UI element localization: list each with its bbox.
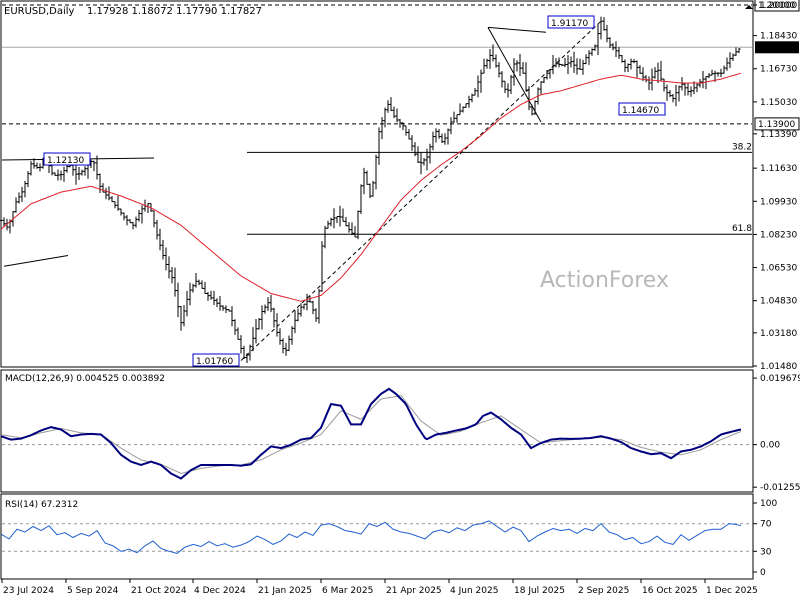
trendline xyxy=(487,26,547,33)
price-annotation-label: 1.91170 xyxy=(551,19,588,29)
price-tick-label: 1.01480 xyxy=(760,362,797,372)
fib-label: 38.2 xyxy=(732,142,752,152)
ohlc-label: 1.17928 1.18072 1.17790 1.17827 xyxy=(87,6,262,17)
price-tick-label: 1.18430 xyxy=(760,32,797,42)
price-annotation-box xyxy=(618,102,666,116)
x-tick-label: 16 Oct 2025 xyxy=(642,586,698,596)
trendline xyxy=(3,254,69,267)
price-tick-label: 1.03180 xyxy=(760,329,797,339)
price-tick-label: 1.11630 xyxy=(760,164,797,174)
rsi-tick-label: 0 xyxy=(760,568,766,578)
macd-signal-line xyxy=(0,395,742,475)
price-annotation-box xyxy=(43,152,91,166)
x-tick-label: 1 Dec 2025 xyxy=(706,586,758,596)
macd-title: MACD(12,26,9) 0.004525 0.003892 xyxy=(5,374,165,384)
rsi-tick-label: 30 xyxy=(760,547,772,557)
price-tick-label: 1.20000 xyxy=(760,1,797,11)
x-tick-label: 4 Dec 2024 xyxy=(194,586,246,596)
level-tag-label: 1.13900 xyxy=(758,120,795,130)
current-price-label: 1.17827 xyxy=(758,43,795,53)
x-tick-label: 5 Sep 2024 xyxy=(67,586,119,596)
rsi-panel xyxy=(0,493,754,580)
macd-tick-label: 0.00 xyxy=(760,441,780,451)
x-tick-label: 4 Jun 2025 xyxy=(450,586,498,596)
fib-label: 61.8 xyxy=(732,224,752,234)
price-tick-label: 1.15030 xyxy=(760,98,797,108)
scroll-marker-icon xyxy=(745,5,753,9)
rsi-title: RSI(14) 67.2312 xyxy=(5,500,78,510)
price-annotation-box xyxy=(192,353,240,367)
x-tick-label: 18 Jul 2025 xyxy=(514,586,565,596)
price-tick-label: 1.04830 xyxy=(760,297,797,307)
trendline xyxy=(240,20,602,361)
price-tick-label: 1.06530 xyxy=(760,264,797,274)
price-tick-label: 1.13390 xyxy=(760,130,797,140)
x-tick-label: 21 Apr 2025 xyxy=(386,586,442,596)
x-tick-label: 6 Mar 2025 xyxy=(322,586,373,596)
macd-tick-label: 0.019679 xyxy=(760,374,800,384)
level-tag xyxy=(754,117,800,131)
macd-panel xyxy=(0,369,754,493)
x-tick-label: 2 Sep 2025 xyxy=(578,586,629,596)
price-annotation-box xyxy=(547,15,595,29)
x-tick-label: 23 Jul 2024 xyxy=(3,586,54,596)
x-tick-label: 21 Jan 2025 xyxy=(258,586,312,596)
price-annotation-label: 1.12130 xyxy=(47,156,84,166)
price-tick-label: 1.08230 xyxy=(760,230,797,240)
macd-tick-label: -0.012552 xyxy=(760,483,800,493)
price-panel xyxy=(0,0,754,368)
price-annotation-label: 1.14670 xyxy=(622,106,659,116)
rsi-line xyxy=(0,520,742,554)
rsi-tick-label: 70 xyxy=(760,520,772,530)
moving-average-line xyxy=(0,72,742,302)
level-tag-label: 1.20000 xyxy=(758,1,795,11)
x-tick-label: 21 Oct 2024 xyxy=(131,586,187,596)
watermark: ActionForex xyxy=(540,268,669,293)
current-price-tag xyxy=(755,41,799,54)
symbol-label: EURUSD,Daily xyxy=(4,6,75,17)
macd-line xyxy=(0,387,742,480)
price-annotation-label: 1.01760 xyxy=(196,357,233,367)
price-tick-label: 1.09930 xyxy=(760,197,797,207)
price-tick-label: 1.16730 xyxy=(760,65,797,75)
rsi-tick-label: 100 xyxy=(760,499,777,509)
